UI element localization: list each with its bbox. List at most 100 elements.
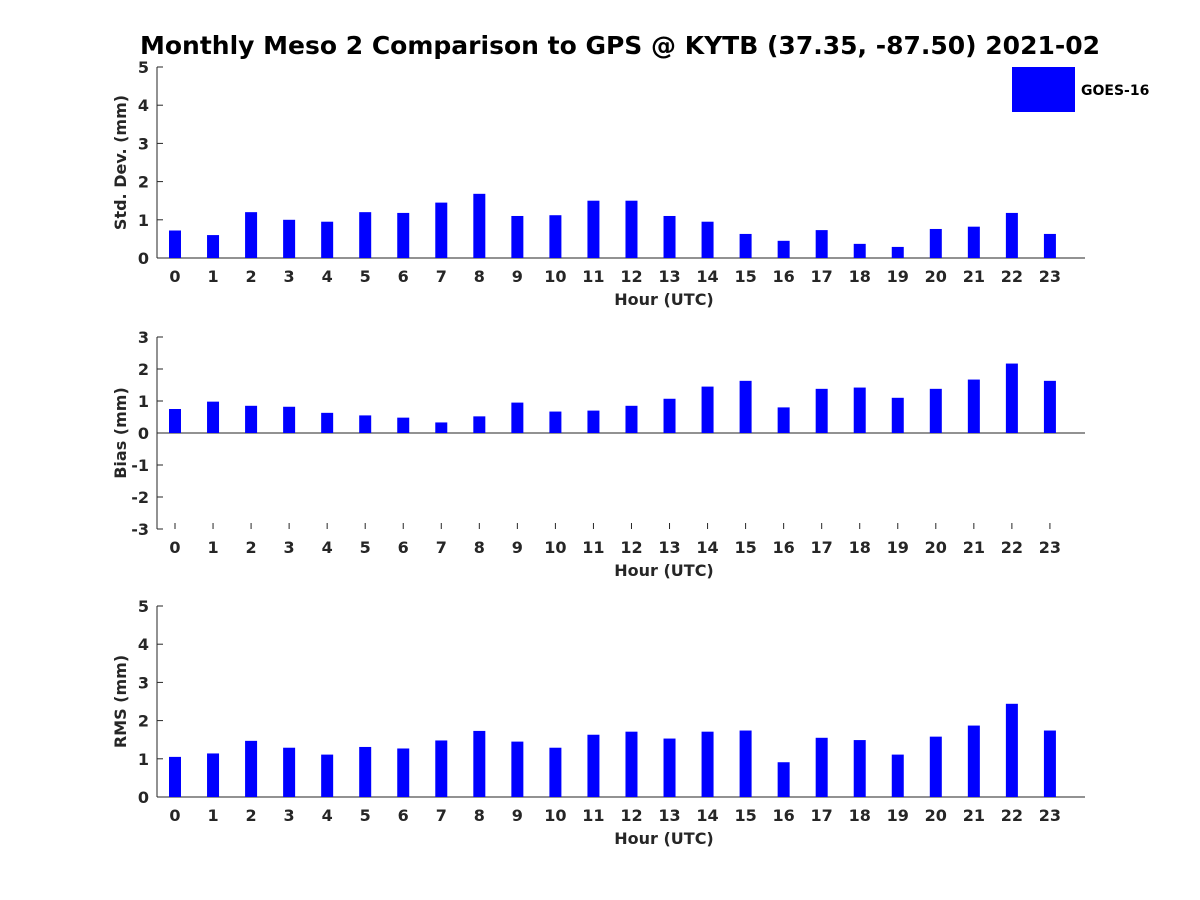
y-tick-label: 3	[138, 673, 149, 692]
bar-hour-21	[967, 379, 980, 433]
x-tick-label: 8	[474, 806, 485, 825]
legend-swatch	[1012, 67, 1075, 112]
y-tick-label: 2	[138, 712, 149, 731]
x-tick-label: 6	[398, 267, 409, 286]
bar-hour-16	[777, 407, 790, 433]
x-tick-label: 2	[246, 538, 257, 557]
bar-hour-22	[1005, 363, 1018, 433]
x-tick-label: 9	[512, 538, 523, 557]
x-tick-label: 10	[544, 538, 566, 557]
bar-hour-13	[663, 215, 676, 258]
x-tick-label: 0	[169, 267, 180, 286]
y-tick-label: 1	[138, 392, 149, 411]
x-tick-label: 5	[360, 267, 371, 286]
x-tick-label: 10	[544, 806, 566, 825]
x-tick-label: 20	[925, 267, 947, 286]
bar-hour-11	[587, 200, 600, 258]
bar-hour-4	[321, 412, 334, 433]
bar-hour-13	[663, 738, 676, 797]
x-tick-label: 12	[620, 538, 642, 557]
x-tick-label: 17	[811, 267, 833, 286]
x-tick-label: 7	[436, 538, 447, 557]
bar-hour-16	[777, 240, 790, 258]
bar-hour-8	[473, 193, 486, 258]
y-tick-label: 0	[138, 788, 149, 807]
y-tick-label: 1	[138, 750, 149, 769]
bar-hour-0	[169, 756, 181, 797]
y-tick-label: 3	[138, 328, 149, 347]
x-tick-label: 19	[887, 806, 909, 825]
bar-hour-17	[815, 737, 828, 797]
x-tick-label: 11	[582, 538, 604, 557]
bar-hour-15	[739, 730, 752, 797]
bar-hour-17	[815, 388, 828, 433]
x-tick-label: 18	[849, 538, 871, 557]
bar-hour-4	[321, 221, 334, 258]
bar-hour-15	[739, 380, 752, 433]
y-tick-label: -1	[131, 456, 149, 475]
x-axis-label: Hour (UTC)	[614, 290, 714, 309]
x-tick-label: 11	[582, 267, 604, 286]
bar-hour-19	[891, 397, 904, 433]
x-tick-label: 8	[474, 538, 485, 557]
x-tick-label: 12	[620, 267, 642, 286]
bar-hour-22	[1005, 212, 1018, 258]
x-tick-label: 14	[696, 267, 718, 286]
bar-hour-22	[1005, 703, 1018, 797]
bar-hour-10	[549, 411, 562, 433]
x-tick-label: 21	[963, 806, 985, 825]
x-tick-label: 11	[582, 806, 604, 825]
x-tick-label: 13	[658, 267, 680, 286]
bar-hour-8	[473, 416, 486, 433]
bar-hour-17	[815, 230, 828, 258]
x-tick-label: 4	[322, 538, 333, 557]
bar-hour-15	[739, 233, 752, 258]
y-tick-label: 3	[138, 134, 149, 153]
x-tick-label: 0	[169, 806, 180, 825]
x-tick-label: 1	[207, 806, 218, 825]
bar-hour-3	[283, 219, 296, 258]
x-tick-label: 20	[925, 538, 947, 557]
bar-hour-0	[169, 230, 181, 258]
x-tick-label: 4	[322, 806, 333, 825]
y-axis-label: Std. Dev. (mm)	[111, 95, 130, 230]
x-tick-label: 10	[544, 267, 566, 286]
x-tick-label: 19	[887, 538, 909, 557]
bar-hour-6	[397, 212, 410, 258]
bar-hour-14	[701, 731, 714, 797]
bar-hour-1	[207, 753, 220, 797]
bar-hour-5	[359, 212, 372, 258]
bar-hour-12	[625, 405, 638, 433]
x-tick-label: 8	[474, 267, 485, 286]
x-tick-label: 0	[169, 538, 180, 557]
x-tick-label: 3	[284, 267, 295, 286]
bar-hour-18	[853, 740, 866, 797]
x-tick-label: 22	[1001, 538, 1023, 557]
bar-hour-10	[549, 215, 562, 258]
y-tick-label: 2	[138, 360, 149, 379]
bar-hour-9	[511, 402, 524, 433]
bar-hour-4	[321, 754, 334, 797]
x-tick-label: 1	[207, 267, 218, 286]
bar-hour-23	[1043, 233, 1056, 258]
bar-hour-20	[929, 736, 942, 797]
x-tick-label: 9	[512, 267, 523, 286]
x-tick-label: 23	[1039, 806, 1061, 825]
x-tick-label: 3	[284, 806, 295, 825]
bar-hour-20	[929, 228, 942, 258]
bar-hour-8	[473, 730, 486, 797]
bar-hour-7	[435, 740, 448, 797]
bar-hour-1	[207, 401, 220, 433]
bar-hour-7	[435, 422, 448, 433]
bar-hour-20	[929, 388, 942, 433]
x-tick-label: 22	[1001, 267, 1023, 286]
x-tick-label: 13	[658, 806, 680, 825]
x-axis-label: Hour (UTC)	[614, 561, 714, 580]
x-tick-label: 9	[512, 806, 523, 825]
y-tick-label: 4	[138, 635, 149, 654]
bar-hour-7	[435, 202, 448, 258]
